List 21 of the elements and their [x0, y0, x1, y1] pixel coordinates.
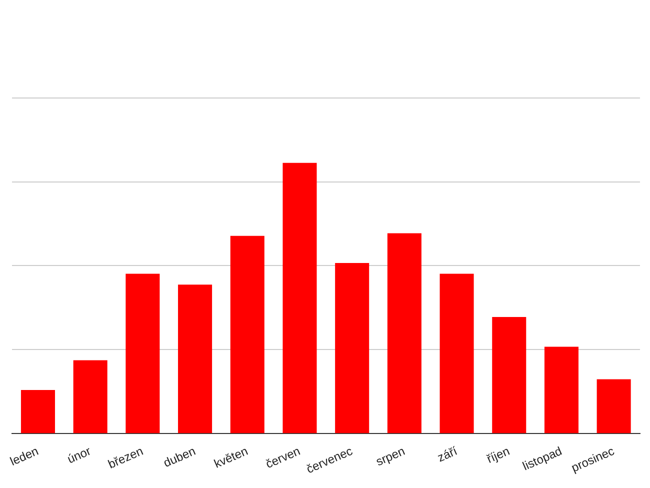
bar: [230, 236, 264, 434]
x-tick-label: březen: [106, 444, 146, 472]
x-tick-label: leden: [8, 444, 41, 468]
x-tick-label: říjen: [484, 444, 512, 466]
bar: [335, 262, 370, 434]
bar: [178, 284, 212, 434]
x-tick-label: září: [435, 444, 460, 465]
x-tick-label: únor: [65, 444, 93, 466]
bar: [492, 317, 526, 434]
x-tick-label: květen: [212, 444, 250, 471]
bar: [282, 162, 317, 434]
x-tick-label: srpen: [374, 444, 407, 469]
x-tick-label: červen: [264, 444, 302, 472]
bar: [544, 346, 578, 434]
bar: [126, 274, 160, 434]
bar: [596, 379, 631, 434]
bar: [20, 390, 55, 434]
bar: [440, 274, 474, 434]
x-tick-label: duben: [161, 444, 198, 470]
bar: [73, 360, 108, 434]
bar: [387, 233, 422, 434]
